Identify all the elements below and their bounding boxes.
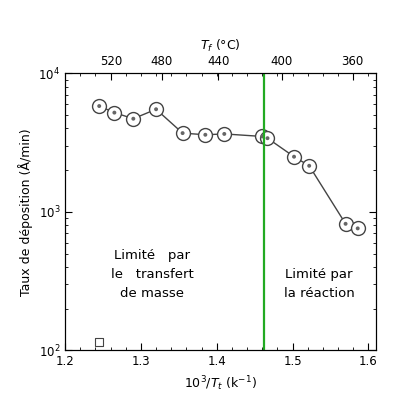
Text: Limité   par
le   transfert
de masse: Limité par le transfert de masse bbox=[111, 249, 194, 300]
Point bbox=[153, 106, 160, 112]
Y-axis label: Taux de déposition (Å/min): Taux de déposition (Å/min) bbox=[18, 128, 33, 296]
Point bbox=[342, 221, 349, 227]
Point bbox=[96, 339, 102, 345]
Point bbox=[111, 109, 118, 116]
Point bbox=[259, 133, 265, 140]
X-axis label: $T_f$ (°C): $T_f$ (°C) bbox=[200, 38, 241, 54]
Point bbox=[153, 106, 160, 112]
Point bbox=[354, 225, 361, 232]
Point bbox=[202, 131, 209, 138]
Point bbox=[306, 163, 312, 169]
Point bbox=[264, 135, 271, 141]
Point bbox=[179, 130, 186, 136]
Point bbox=[264, 135, 271, 141]
Point bbox=[221, 131, 228, 137]
X-axis label: $10^3/T_t$ (k$^{-1}$): $10^3/T_t$ (k$^{-1}$) bbox=[184, 374, 257, 392]
Point bbox=[202, 131, 209, 138]
Point bbox=[96, 103, 102, 109]
Point bbox=[130, 116, 136, 122]
Point bbox=[221, 131, 228, 137]
Point bbox=[291, 154, 297, 160]
Point bbox=[354, 225, 361, 232]
Point bbox=[291, 154, 297, 160]
Point bbox=[179, 130, 186, 136]
Point bbox=[259, 133, 265, 140]
Point bbox=[96, 103, 102, 109]
Point bbox=[111, 109, 118, 116]
Point bbox=[130, 116, 136, 122]
Text: Limité par
la réaction: Limité par la réaction bbox=[284, 268, 354, 300]
Point bbox=[342, 221, 349, 227]
Point bbox=[306, 163, 312, 169]
